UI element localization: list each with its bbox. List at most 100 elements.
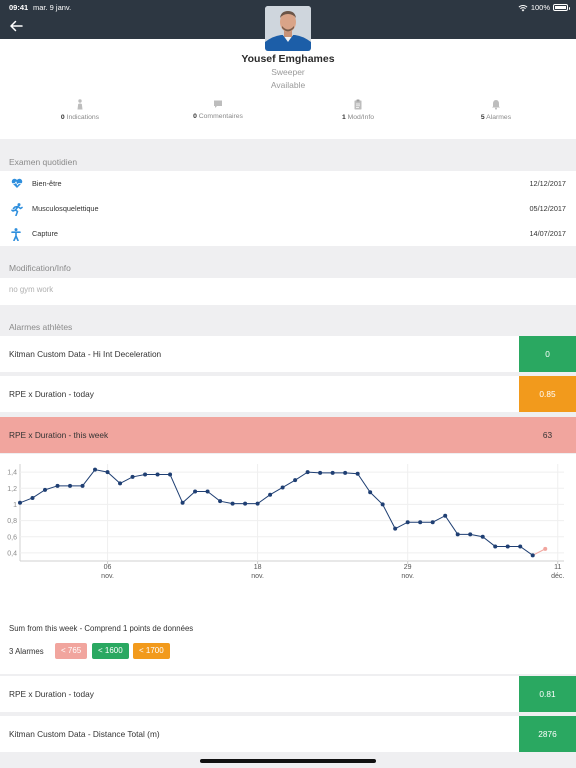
alarm-value: 0.85: [519, 376, 576, 412]
exam-row-wellbeing[interactable]: Bien-être 12/12/2017: [0, 171, 576, 196]
data-point: [355, 471, 360, 476]
alarm-label: RPE x Duration - this week: [9, 430, 109, 440]
data-point: [405, 520, 410, 525]
y-tick-label: 1,2: [7, 486, 17, 493]
alarm-label: Kitman Custom Data - Distance Total (m): [9, 729, 160, 739]
stat-alarmes[interactable]: 5 Alarmes: [436, 99, 556, 121]
data-point: [68, 483, 73, 488]
exam-label: Musculosquelettique: [32, 204, 99, 213]
data-point: [493, 544, 498, 549]
stat-commentaires[interactable]: 0 Commentaires: [158, 99, 278, 120]
alarm-value: 63: [542, 430, 553, 440]
data-point: [293, 478, 298, 483]
y-tick-label: 0,8: [7, 518, 17, 525]
exam-row-capture[interactable]: Capture 14/07/2017: [0, 221, 576, 246]
data-point: [80, 483, 85, 488]
wifi-icon: [518, 4, 528, 11]
data-point: [468, 532, 473, 537]
battery-icon: [553, 4, 570, 11]
alarm-row[interactable]: RPE x Duration - today 0.85: [0, 376, 576, 412]
data-point: [318, 470, 323, 475]
runner-icon: [11, 203, 23, 216]
data-point: [380, 502, 385, 507]
stat-indications[interactable]: 0 Indications: [20, 99, 140, 121]
data-point: [518, 544, 523, 549]
threshold-chip: < 765: [55, 643, 88, 659]
alarm-row-expanded[interactable]: RPE x Duration - this week 63: [0, 417, 576, 453]
threshold-chip: < 1600: [92, 643, 129, 659]
data-point: [443, 513, 448, 518]
athlete-name: Yousef Emghames: [241, 53, 335, 65]
heart-pulse-icon: [11, 178, 23, 188]
data-point: [118, 481, 123, 486]
alarm-value: 0.81: [519, 676, 576, 712]
data-point: [505, 544, 510, 549]
alarm-value: 2876: [519, 716, 576, 752]
data-point: [230, 501, 235, 506]
data-point: [105, 470, 110, 475]
data-point: [93, 467, 98, 472]
data-point: [18, 500, 22, 505]
alarm-summary: Sum from this week - Comprend 1 points d…: [0, 612, 576, 674]
summary-title: Sum from this week - Comprend 1 points d…: [9, 624, 194, 633]
x-tick-label: 18: [254, 564, 262, 571]
back-arrow-icon[interactable]: [8, 18, 24, 34]
data-point: [480, 534, 485, 539]
data-point: [368, 490, 373, 495]
status-date: mar. 9 janv.: [33, 3, 72, 12]
exam-row-musculoskeletal[interactable]: Musculosquelettique 05/12/2017: [0, 196, 576, 221]
series-line-latest: [532, 548, 546, 556]
data-point: [130, 474, 135, 479]
stat-mod-info[interactable]: 1 Mod/Info: [298, 99, 418, 121]
data-point: [143, 472, 148, 477]
alarm-count: 3 Alarmes: [9, 647, 44, 656]
avatar: [265, 6, 311, 51]
data-point: [43, 487, 48, 492]
threshold-chip: < 1700: [133, 643, 170, 659]
alarm-chart: 1,4 1,2 1 0,8 0,6 0,4 06 nov. 18 nov. 29 nov. 11 déc.: [0, 454, 576, 612]
data-point: [193, 489, 198, 494]
data-point: [343, 470, 348, 475]
data-point: [255, 501, 260, 506]
data-point: [330, 470, 335, 475]
person-icon: [77, 99, 83, 110]
data-point: [205, 489, 210, 494]
exam-date: 14/07/2017: [529, 229, 566, 238]
modification-text: no gym work: [9, 285, 54, 294]
x-tick-label: 11: [554, 564, 561, 571]
section-title-modification: Modification/Info: [9, 263, 71, 273]
alarm-row[interactable]: RPE x Duration - today 0.81: [0, 676, 576, 712]
x-tick-label: nov.: [251, 573, 264, 580]
alarm-label: Kitman Custom Data - Hi Int Deceleration: [9, 349, 162, 359]
data-point: [455, 532, 460, 537]
x-tick-label: 29: [404, 564, 412, 571]
clipboard-icon: [354, 99, 362, 110]
data-point: [430, 520, 435, 525]
alarm-row[interactable]: Kitman Custom Data - Hi Int Deceleration…: [0, 336, 576, 372]
alarm-row[interactable]: Kitman Custom Data - Distance Total (m) …: [0, 716, 576, 752]
athlete-availability: Available: [270, 80, 306, 90]
series-line: [19, 469, 534, 556]
comment-icon: [214, 100, 222, 108]
home-indicator[interactable]: [200, 759, 376, 763]
data-point: [168, 472, 173, 477]
x-tick-label: nov.: [101, 573, 114, 580]
battery-percent: 100%: [530, 3, 550, 12]
alarm-value: 0: [519, 336, 576, 372]
athlete-position: Sweeper: [271, 67, 305, 77]
data-point: [30, 495, 35, 500]
alarm-label: RPE x Duration - today: [9, 389, 94, 399]
exam-date: 05/12/2017: [529, 204, 566, 213]
data-point: [55, 483, 60, 488]
x-tick-label: nov.: [401, 573, 414, 580]
data-point: [393, 526, 398, 531]
y-tick-label: 0,6: [7, 534, 17, 541]
y-tick-label: 0,4: [7, 550, 17, 557]
data-point: [155, 472, 160, 477]
exam-label: Bien-être: [32, 179, 62, 188]
data-point: [530, 553, 535, 558]
x-tick-label: 06: [104, 564, 112, 571]
data-point: [180, 500, 185, 505]
line-chart: 1,4 1,2 1 0,8 0,6 0,4 06 nov. 18 nov. 29 nov. 11 déc.: [7, 464, 564, 580]
stats-bar: 0 Indications 0 Commentaires 1 Mod/Info …: [0, 99, 576, 129]
